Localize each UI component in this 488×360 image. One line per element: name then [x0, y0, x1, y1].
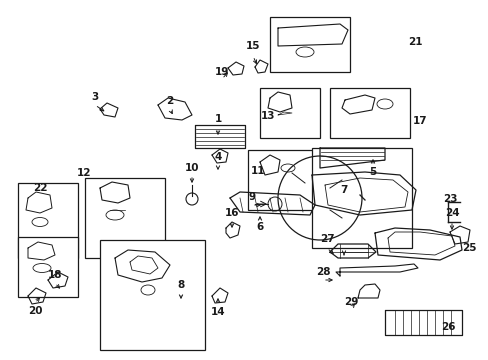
Bar: [18, 237, 78, 297]
Text: 12: 12: [77, 168, 91, 178]
Text: 24: 24: [444, 208, 458, 218]
Text: 10: 10: [184, 163, 199, 173]
Text: 2: 2: [166, 96, 173, 106]
Text: 14: 14: [210, 307, 225, 317]
Text: 15: 15: [245, 41, 260, 51]
Text: 1: 1: [214, 114, 221, 124]
Text: 3: 3: [91, 92, 99, 102]
Text: 17: 17: [412, 116, 427, 126]
Text: 25: 25: [461, 243, 475, 253]
Text: 9: 9: [248, 192, 255, 202]
Text: 8: 8: [177, 280, 184, 290]
Bar: [329, 88, 409, 138]
Text: 6: 6: [256, 222, 263, 232]
Text: 29: 29: [343, 297, 357, 307]
Text: 23: 23: [442, 194, 456, 204]
Text: 11: 11: [250, 166, 265, 176]
Bar: [18, 183, 78, 258]
Text: 19: 19: [214, 67, 229, 77]
Text: 4: 4: [214, 152, 221, 162]
Bar: [85, 178, 164, 258]
Text: 16: 16: [224, 208, 239, 218]
Text: 20: 20: [28, 306, 42, 316]
Text: 18: 18: [48, 270, 62, 280]
Text: 22: 22: [33, 183, 47, 193]
Bar: [260, 88, 319, 138]
Text: 21: 21: [407, 37, 422, 47]
Bar: [269, 17, 349, 72]
Text: 7: 7: [340, 185, 347, 195]
Text: 13: 13: [261, 111, 275, 121]
Bar: [100, 240, 204, 350]
Text: 28: 28: [315, 267, 329, 277]
Bar: [247, 150, 317, 210]
Text: 26: 26: [440, 322, 454, 332]
Text: 27: 27: [319, 234, 334, 244]
Text: 5: 5: [368, 167, 376, 177]
Bar: [311, 148, 411, 248]
